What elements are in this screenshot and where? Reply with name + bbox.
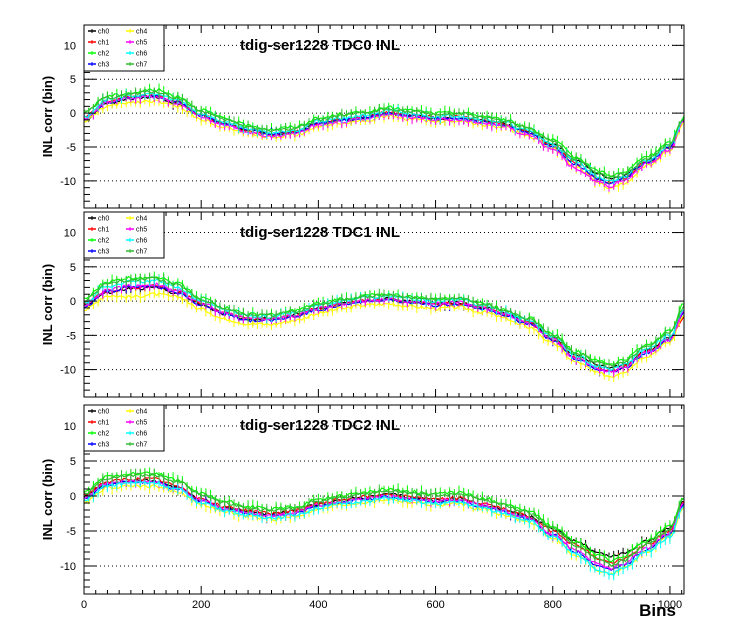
legend-label-ch0: ch0 (98, 216, 109, 223)
legend-label-ch2: ch2 (98, 51, 109, 58)
ytick-label: 0 (70, 296, 76, 308)
ytick-label: 10 (64, 228, 76, 240)
xtick-label: 800 (544, 599, 562, 611)
legend-label-ch2: ch2 (98, 431, 109, 438)
xtick-label: 200 (192, 599, 210, 611)
ytick-label: 10 (64, 40, 76, 52)
xtick-label: 600 (426, 599, 444, 611)
chart-panel-1: 10 5 0 -5 -10 INL corr (bin) tdig-ser1228 TDC1… (40, 211, 685, 398)
series-group (84, 83, 684, 194)
chart-title: tdig-ser1228 TDC0 INL (240, 37, 400, 54)
ytick-label: 0 (70, 108, 76, 120)
series-ch6-errorbars (84, 477, 684, 581)
ytick-label: 5 (70, 456, 76, 468)
legend: ch0 ch1 ch2 ch3 ch4 ch5 ch6 ch7 (83, 404, 165, 452)
legend-label-ch0: ch0 (98, 409, 109, 416)
xtick-label: 1000 (658, 599, 682, 611)
legend-label-ch4: ch4 (136, 409, 147, 416)
legend-label-ch0: ch0 (98, 29, 109, 36)
legend-label-ch1: ch1 (98, 40, 109, 47)
xtick-label: 400 (309, 599, 327, 611)
legend-box (83, 404, 165, 452)
legend-label-ch4: ch4 (136, 29, 147, 36)
xtick-label: 0 (81, 599, 87, 611)
legend-label-ch7: ch7 (136, 442, 147, 449)
legend-label-ch5: ch5 (136, 420, 147, 427)
ytick-label: 0 (70, 491, 76, 503)
chart-title: tdig-ser1228 TDC2 INL (240, 417, 400, 434)
ytick-label: 5 (70, 262, 76, 274)
legend-label-ch3: ch3 (98, 442, 109, 449)
y-axis-label: INL corr (bin) (40, 459, 55, 540)
legend-label-ch3: ch3 (98, 62, 109, 69)
legend: ch0 ch1 ch2 ch3 ch4 ch5 ch6 ch7 (83, 24, 165, 72)
legend-label-ch6: ch6 (136, 238, 147, 245)
series-ch7-errorbars (84, 87, 684, 184)
legend-label-ch5: ch5 (136, 227, 147, 234)
ytick-label: -10 (60, 365, 76, 377)
legend-box (83, 211, 165, 259)
ytick-label: -10 (60, 176, 76, 188)
legend-label-ch7: ch7 (136, 62, 147, 69)
ytick-label: -5 (66, 526, 76, 538)
legend: ch0 ch1 ch2 ch3 ch4 ch5 ch6 ch7 (83, 211, 165, 259)
chart-title: tdig-ser1228 TDC1 INL (240, 224, 400, 241)
chart-panel-0: 10 5 0 -5 -10 INL corr (bin) tdig-ser1228 TDC0… (40, 24, 685, 209)
ytick-label: -5 (66, 142, 76, 154)
series-ch7-errorbars (84, 468, 684, 571)
chart-panel-2: 10 5 0 -5 -10 0 200 400 600 800 1000 INL corr (bin)… (40, 404, 685, 620)
series-group (84, 271, 684, 382)
plot-frame (83, 211, 685, 398)
legend-label-ch6: ch6 (136, 431, 147, 438)
ytick-label: -5 (66, 330, 76, 342)
legend-label-ch7: ch7 (136, 249, 147, 256)
plot-frame (83, 24, 685, 209)
ytick-label: 10 (64, 421, 76, 433)
legend-label-ch3: ch3 (98, 249, 109, 256)
legend-label-ch1: ch1 (98, 420, 109, 427)
plot-frame (83, 404, 685, 595)
legend-label-ch1: ch1 (98, 227, 109, 234)
y-axis-label: INL corr (bin) (40, 76, 55, 157)
legend-label-ch6: ch6 (136, 51, 147, 58)
y-axis-label: INL corr (bin) (40, 264, 55, 345)
series-ch7-errorbars (84, 272, 684, 370)
series-group (84, 467, 684, 581)
legend-label-ch4: ch4 (136, 216, 147, 223)
legend-label-ch2: ch2 (98, 238, 109, 245)
ytick-label: -10 (60, 561, 76, 573)
legend-box (83, 24, 165, 72)
x-axis-label: Bins (639, 601, 676, 620)
legend-label-ch5: ch5 (136, 40, 147, 47)
ytick-label: 5 (70, 74, 76, 86)
